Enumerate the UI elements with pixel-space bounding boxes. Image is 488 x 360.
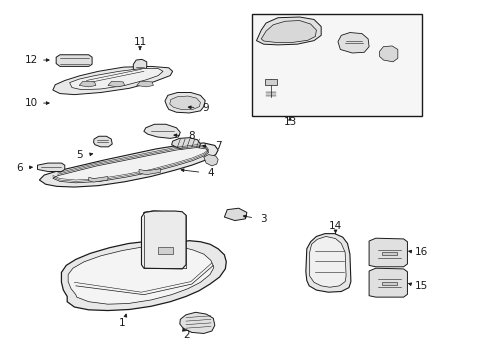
Polygon shape [381,282,396,285]
Polygon shape [93,136,112,147]
Polygon shape [38,163,64,171]
Polygon shape [337,32,368,53]
Polygon shape [69,68,163,90]
Polygon shape [224,208,246,221]
Polygon shape [261,21,316,42]
Polygon shape [305,234,350,292]
Text: 16: 16 [414,247,427,257]
Text: 2: 2 [183,330,190,340]
Polygon shape [53,66,172,95]
Polygon shape [139,169,160,175]
Polygon shape [379,46,397,62]
Text: 7: 7 [214,141,221,152]
Polygon shape [158,247,172,254]
Polygon shape [61,211,226,311]
Polygon shape [264,80,276,85]
Polygon shape [108,81,124,87]
Polygon shape [56,55,92,66]
Text: 5: 5 [76,150,82,160]
Polygon shape [164,93,205,113]
Polygon shape [53,148,208,183]
Polygon shape [309,237,346,287]
Text: 4: 4 [207,168,214,178]
Polygon shape [180,312,214,333]
Polygon shape [141,211,185,269]
Polygon shape [133,59,146,73]
Polygon shape [40,143,218,187]
Polygon shape [169,96,200,109]
Polygon shape [143,124,180,138]
Polygon shape [203,154,218,166]
Bar [251,14,421,117]
Text: 13: 13 [283,117,296,127]
Polygon shape [368,238,407,267]
Text: 11: 11 [133,37,146,48]
Polygon shape [171,138,200,150]
Text: 9: 9 [203,103,209,113]
Text: 12: 12 [24,55,38,65]
Text: 10: 10 [24,98,38,108]
Polygon shape [89,176,108,182]
Polygon shape [79,81,96,87]
Text: 6: 6 [16,163,22,173]
Text: 1: 1 [119,318,125,328]
Text: 8: 8 [188,131,195,141]
Polygon shape [68,246,213,304]
Polygon shape [256,17,321,45]
Polygon shape [137,81,153,87]
Text: 14: 14 [328,221,342,231]
Polygon shape [381,252,396,256]
Text: 15: 15 [414,281,427,291]
Text: 3: 3 [260,214,266,224]
Polygon shape [368,268,407,297]
